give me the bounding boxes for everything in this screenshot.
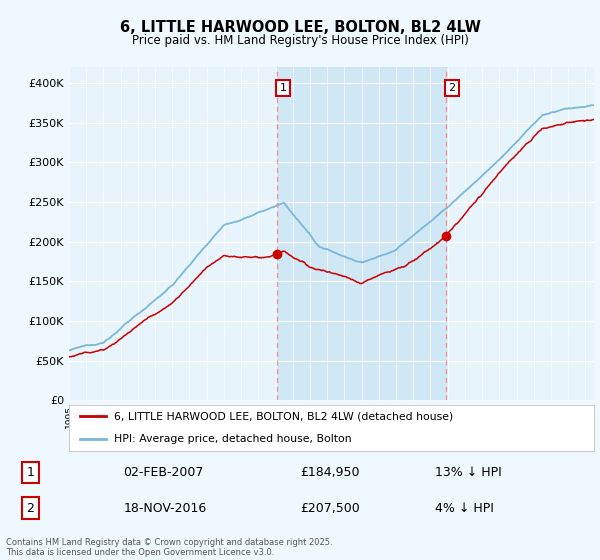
Text: HPI: Average price, detached house, Bolton: HPI: Average price, detached house, Bolt… <box>113 435 351 444</box>
Text: £207,500: £207,500 <box>300 502 360 515</box>
Text: 2: 2 <box>26 502 34 515</box>
Text: Price paid vs. HM Land Registry's House Price Index (HPI): Price paid vs. HM Land Registry's House … <box>131 34 469 46</box>
Text: 1: 1 <box>280 83 287 93</box>
Text: 13% ↓ HPI: 13% ↓ HPI <box>435 466 502 479</box>
Text: Contains HM Land Registry data © Crown copyright and database right 2025.
This d: Contains HM Land Registry data © Crown c… <box>6 538 332 557</box>
Text: 6, LITTLE HARWOOD LEE, BOLTON, BL2 4LW: 6, LITTLE HARWOOD LEE, BOLTON, BL2 4LW <box>119 20 481 35</box>
Text: 4% ↓ HPI: 4% ↓ HPI <box>435 502 494 515</box>
Text: 02-FEB-2007: 02-FEB-2007 <box>124 466 204 479</box>
Text: 6, LITTLE HARWOOD LEE, BOLTON, BL2 4LW (detached house): 6, LITTLE HARWOOD LEE, BOLTON, BL2 4LW (… <box>113 412 453 421</box>
Text: 2: 2 <box>448 83 455 93</box>
Text: 1: 1 <box>26 466 34 479</box>
Text: 18-NOV-2016: 18-NOV-2016 <box>124 502 207 515</box>
Bar <box>277 67 446 400</box>
Text: £184,950: £184,950 <box>300 466 359 479</box>
